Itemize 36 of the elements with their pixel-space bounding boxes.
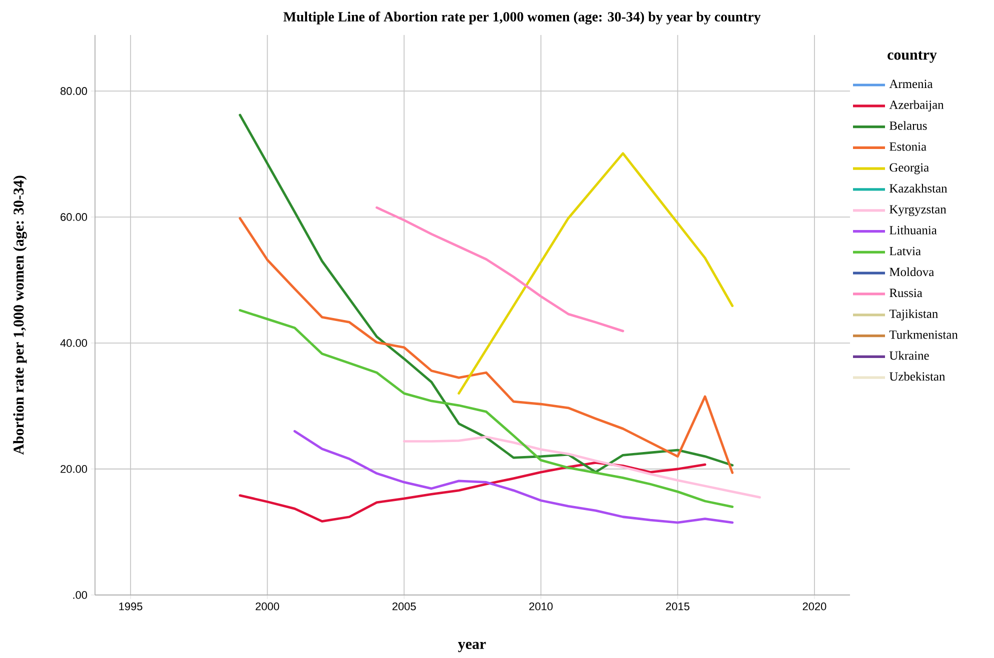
- legend-label: Moldova: [890, 267, 934, 276]
- legend-label: Lithuania: [890, 226, 937, 234]
- legend-label: Estonia: [890, 142, 926, 151]
- y-tick-label: 20.00: [60, 465, 88, 473]
- line-series: [238, 217, 734, 474]
- legend-label: Kyrgyzstan: [890, 205, 946, 216]
- y-tick-label: .00: [73, 591, 88, 599]
- legend-label: Ukraine: [889, 351, 929, 360]
- line-series: [402, 436, 761, 499]
- legend-label: Armenia: [889, 80, 933, 88]
- line-series: [238, 462, 706, 522]
- legend-label: Kazakhstan: [890, 184, 948, 193]
- y-tick-label: 80.00: [60, 87, 88, 95]
- line-series: [458, 152, 734, 395]
- line-series: [294, 430, 734, 524]
- chart-title: Multiple Line of Abortion rate per 1,000 women (age: 30-34) by year by country: [283, 12, 761, 24]
- legend-title: country: [888, 51, 937, 63]
- x-tick-label: 2005: [392, 602, 416, 610]
- legend-label: Azerbaijan: [889, 100, 944, 112]
- y-tick-label: 60.00: [60, 213, 88, 221]
- x-tick-label: 2010: [529, 602, 553, 610]
- legend-label: Georgia: [890, 163, 929, 174]
- x-tick-label: 1995: [119, 602, 142, 610]
- x-tick-label: 2020: [802, 602, 826, 610]
- legend-label: Tajikistan: [889, 309, 938, 321]
- legend-label: Turkmenistan: [889, 330, 958, 339]
- legend-label: Russia: [890, 288, 922, 298]
- legend-label: Latvia: [890, 246, 921, 256]
- line-series: [376, 206, 624, 332]
- x-tick-label: 2000: [256, 602, 280, 610]
- y-axis-title: Abortion rate per 1,000 women (age: 30-34): [13, 176, 27, 455]
- x-tick-label: 2015: [666, 602, 690, 610]
- legend-label: Belarus: [890, 121, 927, 130]
- legend-label: Uzbekistan: [889, 372, 946, 381]
- y-tick-label: 40.00: [60, 339, 88, 347]
- x-axis-title: year: [458, 642, 486, 652]
